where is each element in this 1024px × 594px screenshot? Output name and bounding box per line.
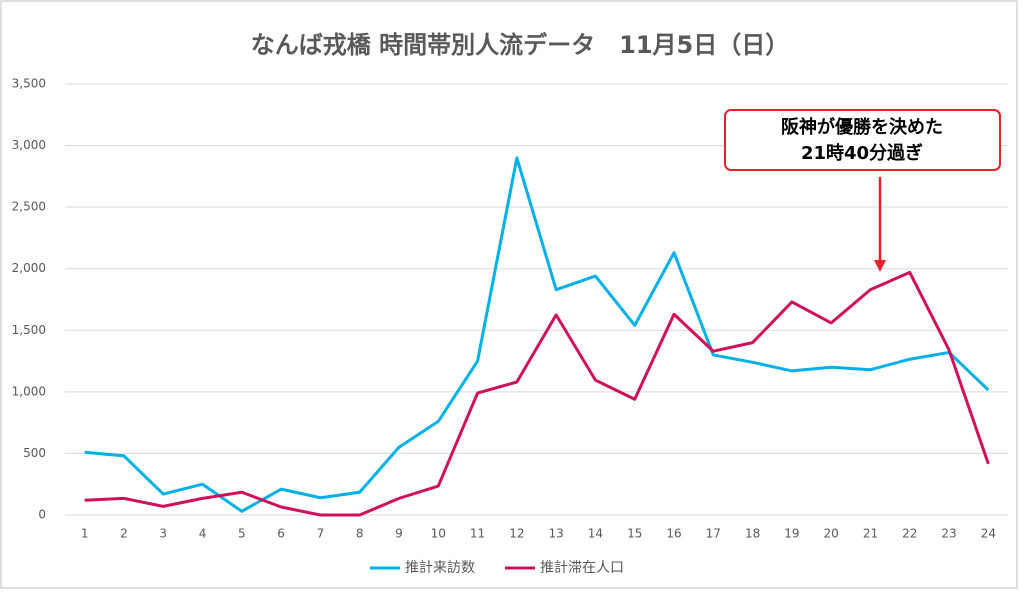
x-tick-label: 10 (431, 527, 446, 541)
y-tick-label: 0 (38, 508, 46, 522)
x-tick-label: 17 (706, 527, 721, 541)
x-tick-label: 13 (549, 527, 564, 541)
x-tick-label: 12 (509, 527, 524, 541)
x-tick-label: 23 (941, 527, 956, 541)
x-tick-label: 16 (666, 527, 681, 541)
legend-label: 推計滞在人口 (540, 560, 624, 576)
y-tick-label: 1,500 (12, 323, 46, 337)
x-tick-label: 7 (317, 527, 325, 541)
x-tick-label: 21 (863, 527, 878, 541)
x-tick-label: 22 (902, 527, 917, 541)
x-tick-label: 3 (159, 527, 167, 541)
x-tick-label: 19 (784, 527, 799, 541)
legend-label: 推計来訪数 (405, 560, 475, 576)
annotation-arrowhead (874, 260, 886, 272)
x-tick-label: 5 (238, 527, 246, 541)
chart-title: なんば戎橋 時間帯別人流データ 11月5日（日） (251, 31, 789, 59)
x-tick-label: 15 (627, 527, 642, 541)
x-tick-label: 6 (277, 527, 285, 541)
x-tick-label: 11 (470, 527, 485, 541)
annotation-box (724, 109, 1001, 171)
x-tick-label: 20 (824, 527, 839, 541)
y-tick-label: 2,000 (12, 261, 46, 275)
x-tick-label: 4 (199, 527, 207, 541)
x-tick-label: 8 (356, 527, 364, 541)
y-tick-label: 1,000 (12, 384, 46, 398)
annotation: 阪神が優勝を決めた 21時40分過ぎ (724, 109, 1001, 272)
x-tick-label: 18 (745, 527, 760, 541)
y-tick-label: 3,000 (12, 138, 46, 152)
x-tick-label: 14 (588, 527, 603, 541)
x-tick-label: 1 (81, 527, 89, 541)
annotation-text: 阪神が優勝を決めた (781, 116, 943, 138)
x-tick-label: 2 (120, 527, 128, 541)
y-tick-label: 3,500 (12, 77, 46, 91)
series-line (84, 270, 990, 517)
y-tick-label: 2,500 (12, 200, 46, 214)
x-tick-label: 24 (981, 527, 996, 541)
y-tick-label: 500 (23, 446, 46, 460)
annotation-text: 21時40分過ぎ (801, 142, 923, 164)
x-tick-label: 9 (395, 527, 403, 541)
series-line (84, 156, 990, 513)
